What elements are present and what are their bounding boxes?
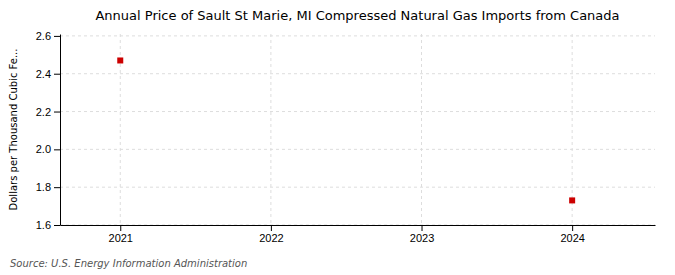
tick-label: 1.8 xyxy=(36,181,51,193)
grid-line xyxy=(60,35,655,36)
tick: 2.2 xyxy=(36,106,60,118)
tick-label: 2.0 xyxy=(36,143,51,155)
tick-mark xyxy=(54,36,60,37)
grid-line xyxy=(270,34,271,225)
grid-line xyxy=(421,34,422,225)
grid-line xyxy=(60,225,655,226)
chart: 2021 2022 2023 2024 1.6 1.8 2.0 2.2 2.4 2.6 Annual… xyxy=(0,0,675,275)
tick-mark xyxy=(54,187,60,188)
tick-label: 1.6 xyxy=(36,219,51,231)
title: Annual Price of Sault St Marie, MI Compr… xyxy=(95,8,619,23)
points xyxy=(117,57,575,203)
axis-line xyxy=(61,225,656,226)
point xyxy=(569,197,575,203)
x-axis: 2021 2022 2023 2024 xyxy=(61,225,656,244)
tick-mark xyxy=(120,225,121,231)
grid-line xyxy=(60,111,655,112)
plot-area: 2021 2022 2023 2024 1.6 1.8 2.0 2.2 2.4 2.6 xyxy=(36,30,656,244)
tick-label: 2024 xyxy=(560,232,584,244)
y-axis: 1.6 1.8 2.0 2.2 2.4 2.6 xyxy=(36,30,61,231)
tick: 1.8 xyxy=(36,181,60,193)
grid-line xyxy=(60,149,655,150)
tick: 2023 xyxy=(410,225,434,244)
axis-line xyxy=(60,35,61,226)
tick-label: 2023 xyxy=(410,232,434,244)
point xyxy=(117,57,123,63)
grid-line xyxy=(572,34,573,225)
tick-mark xyxy=(54,225,60,226)
tick: 2021 xyxy=(109,225,133,244)
tick: 1.6 xyxy=(36,219,60,231)
tick-mark xyxy=(572,225,573,231)
y-axis-title: Dollars per Thousand Cubic Fe... xyxy=(8,49,19,211)
tick-mark xyxy=(422,225,423,231)
source: Source: U.S. Energy Information Administ… xyxy=(10,258,247,269)
tick-label: 2.2 xyxy=(36,106,51,118)
tick: 2022 xyxy=(259,225,283,244)
tick-label: 2.6 xyxy=(36,30,51,42)
tick: 2024 xyxy=(560,225,584,244)
tick: 2.6 xyxy=(36,30,60,42)
grid xyxy=(60,34,655,225)
tick-label: 2021 xyxy=(109,232,133,244)
tick-label: 2.4 xyxy=(36,68,51,80)
grid-line xyxy=(60,187,655,188)
grid-line xyxy=(60,73,655,74)
tick: 2.4 xyxy=(36,68,60,80)
tick-mark xyxy=(271,225,272,231)
tick-mark xyxy=(54,74,60,75)
tick-label: 2022 xyxy=(259,232,283,244)
tick-mark xyxy=(54,149,60,150)
tick-mark xyxy=(54,112,60,113)
tick: 2.0 xyxy=(36,143,60,155)
